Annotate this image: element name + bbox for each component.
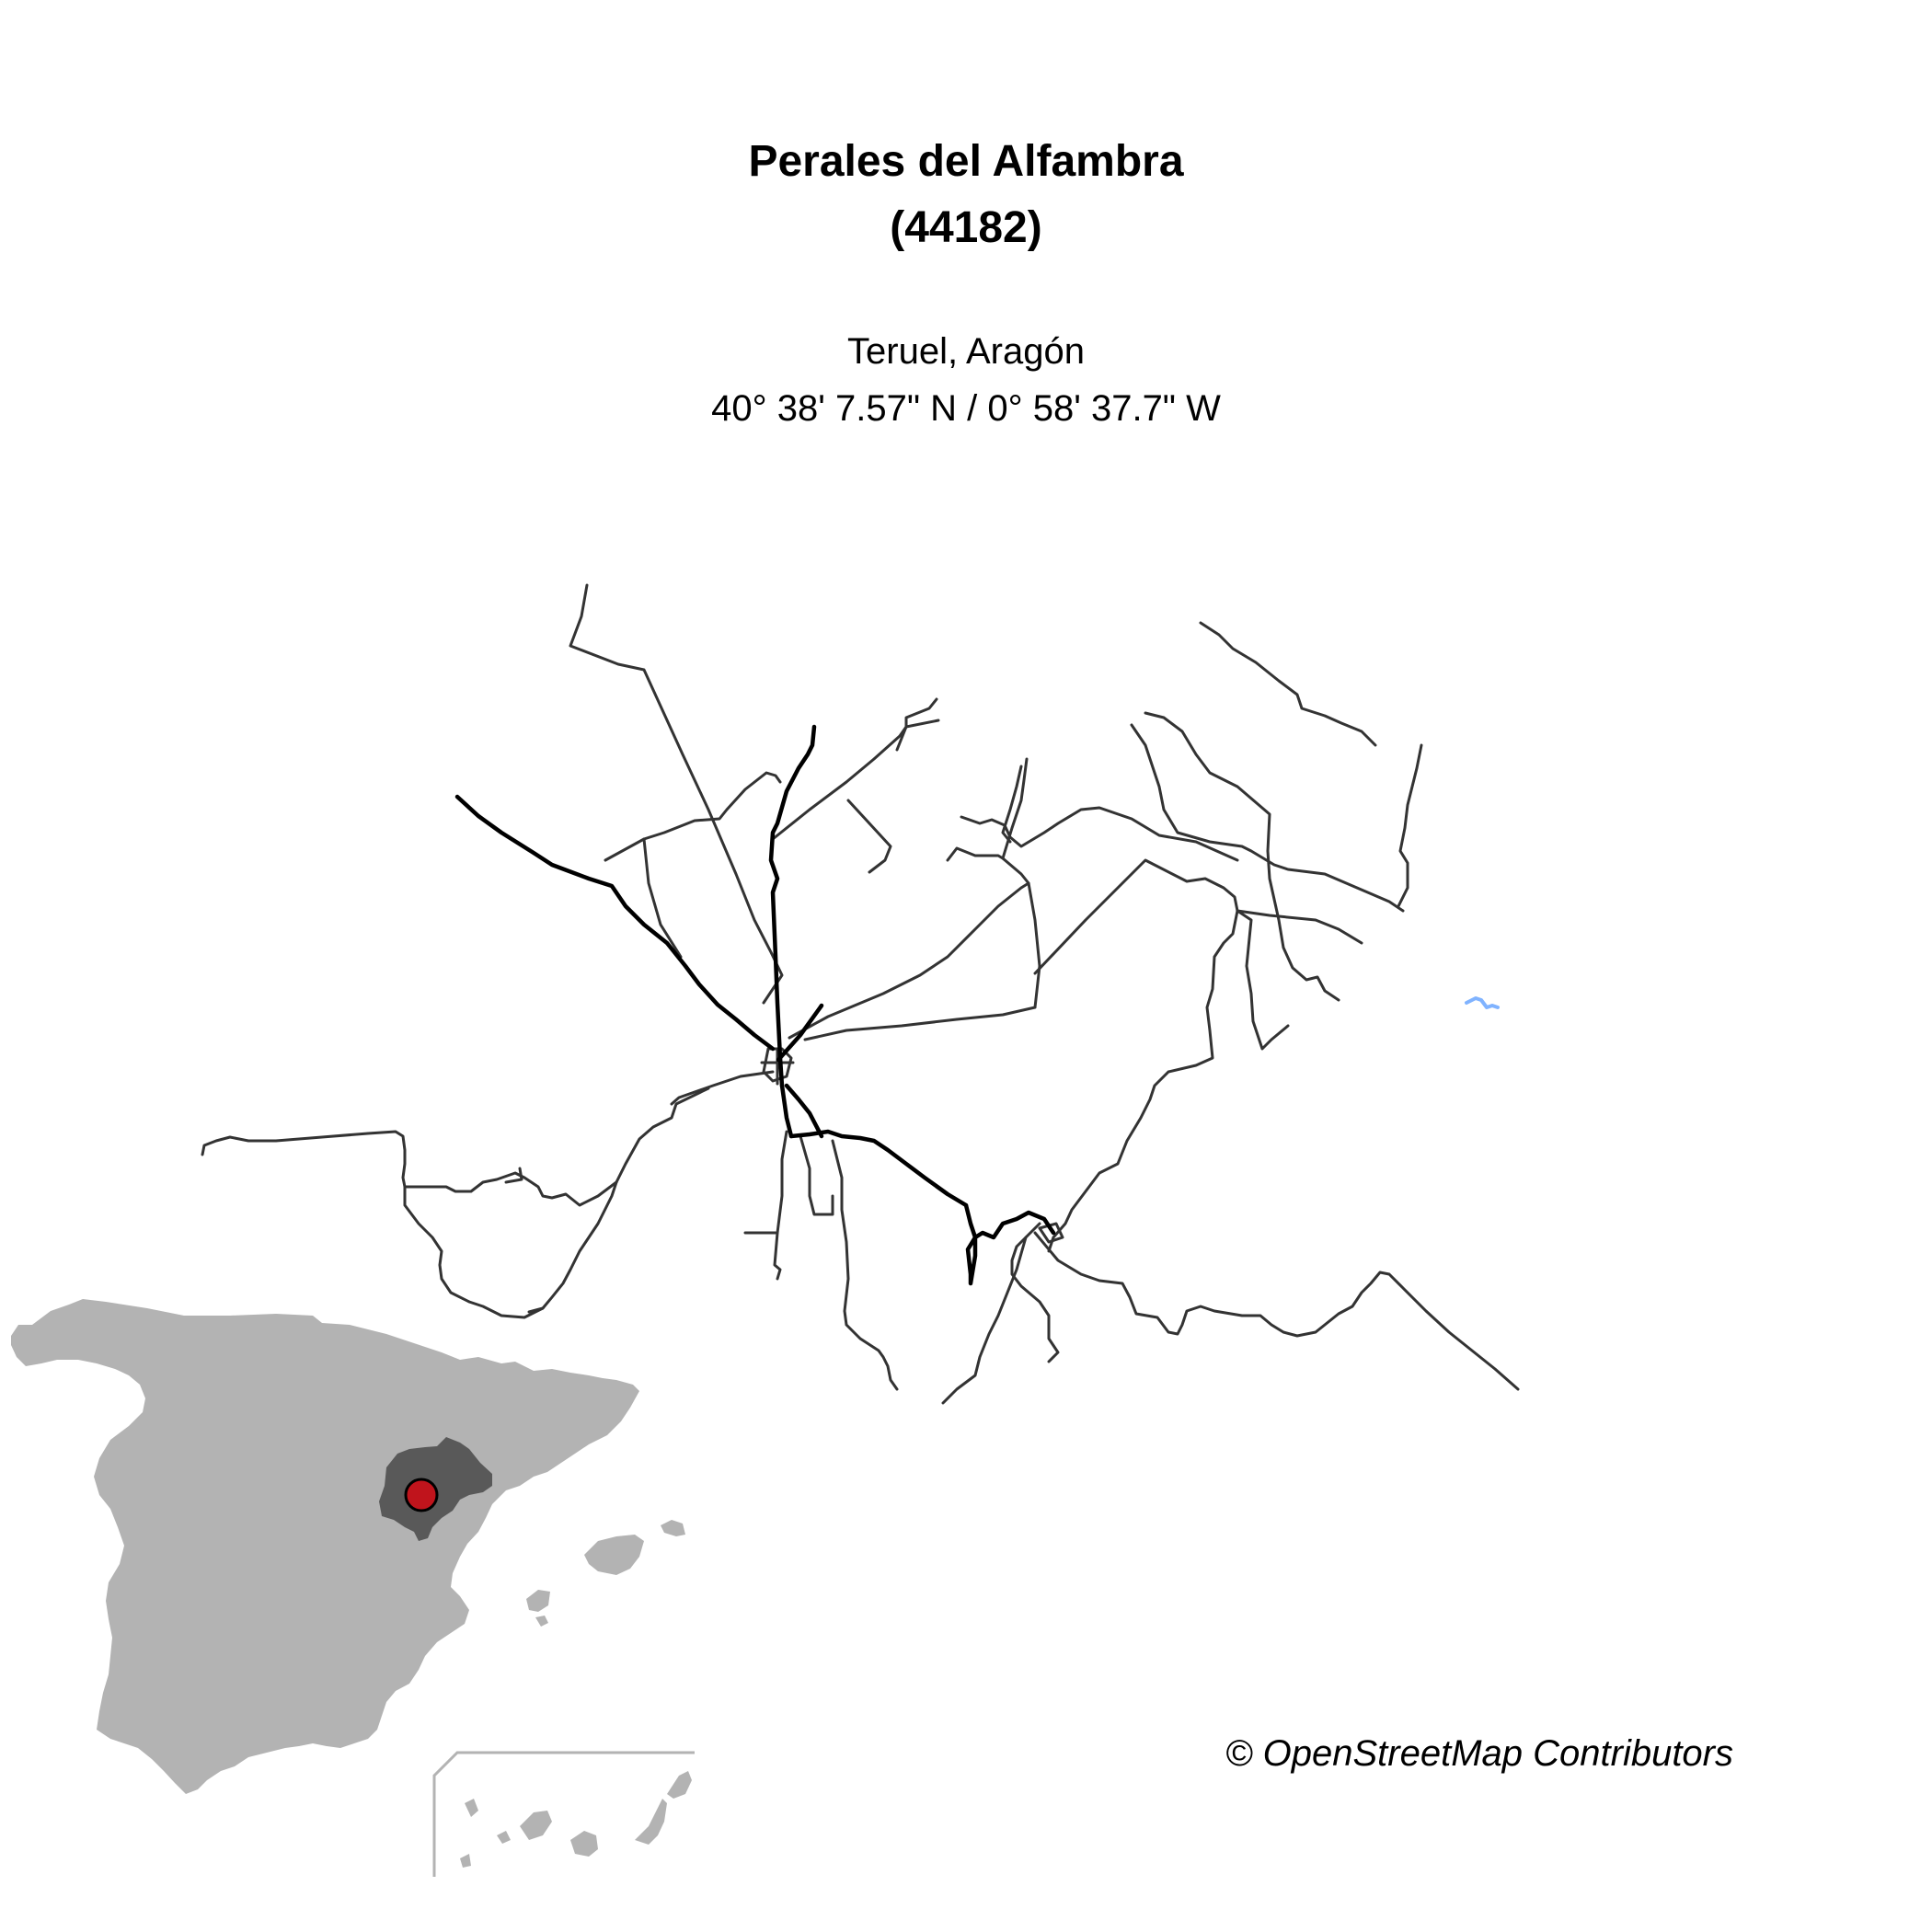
road-north-east-b (1144, 711, 1340, 1002)
location-marker (404, 1478, 439, 1512)
road-east-long (788, 881, 1030, 1040)
road-sw-loop (201, 1130, 618, 1207)
map-code: (44182) (890, 203, 1042, 252)
island-menorca (661, 1520, 685, 1536)
road-ne-branch (1236, 909, 1290, 1051)
road-far-north (1199, 621, 1377, 747)
major-roads (454, 724, 1056, 1286)
osm-credit: © OpenStreetMap Contributors (1225, 1733, 1733, 1774)
canary-inset-frame (432, 1751, 695, 1877)
map-coordinates: 40° 38' 7.57" N / 0° 58' 37.7" W (711, 388, 1221, 429)
water-stream (1465, 996, 1500, 1009)
inset-locator-map (11, 1299, 695, 1877)
road-to-ne (1033, 858, 1239, 975)
road-east-connector (1027, 881, 1041, 1009)
map-title: Perales del Alfambra (748, 137, 1184, 186)
road-south-a (773, 1130, 788, 1281)
spain-mainland (11, 1299, 639, 1794)
minor-roads (201, 583, 1520, 1405)
road-main-se-tail (963, 1202, 1056, 1286)
road-far-east (1397, 743, 1423, 908)
road-main-northeast-spur (776, 1003, 824, 1063)
road-main-north (768, 724, 817, 1088)
road-south-east (1010, 1222, 1060, 1363)
road-sw-branch (403, 1185, 545, 1319)
road-north (569, 583, 784, 1005)
road-west-long (527, 1087, 710, 1314)
road-east-north (1001, 757, 1029, 860)
road-northeast-loop (771, 719, 940, 841)
road-north-east-a (1130, 723, 1405, 913)
road-south-c (799, 1134, 834, 1216)
road-northwest-branch (642, 837, 683, 959)
road-north-d (1001, 765, 1023, 844)
map-region: Teruel, Aragón (847, 331, 1085, 372)
road-ne-spur (846, 799, 892, 874)
road-ne-far (1047, 909, 1239, 1253)
road-se-southbranch (941, 1236, 1028, 1405)
road-main-southeast (788, 1129, 969, 1208)
island-mallorca (584, 1535, 644, 1575)
road-main-northwest (454, 794, 776, 1052)
road-east-mid (946, 846, 1030, 885)
road-north-loop (604, 771, 782, 862)
road-ne-upper (895, 697, 938, 752)
road-main-south (779, 1083, 824, 1139)
road-village-grid (760, 1047, 795, 1086)
road-sw-spur (504, 1167, 523, 1184)
island-ibiza (526, 1590, 550, 1612)
road-center-east (803, 1006, 1037, 1041)
road-south-long (831, 1139, 899, 1391)
road-ne-top (1236, 909, 1363, 945)
road-west (670, 1070, 775, 1106)
canary-islands (460, 1771, 692, 1868)
road-north-c (960, 806, 1239, 862)
island-formentera (535, 1616, 548, 1627)
road-se-long (1033, 1231, 1520, 1391)
